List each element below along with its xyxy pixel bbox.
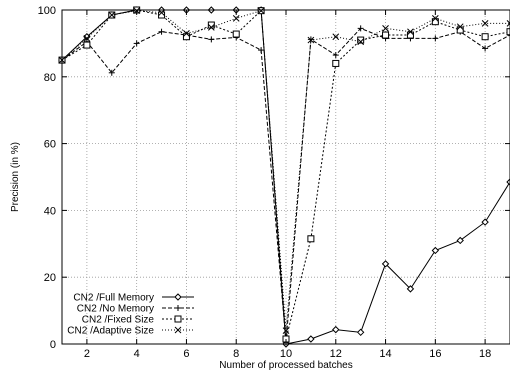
data-point bbox=[332, 325, 340, 334]
data-point bbox=[183, 30, 190, 37]
data-point bbox=[108, 11, 116, 19]
data-point bbox=[431, 18, 439, 26]
legend-item: CN2 /Adaptive Size bbox=[67, 326, 194, 337]
data-point bbox=[307, 335, 315, 343]
data-point bbox=[257, 7, 265, 15]
data-point bbox=[432, 35, 439, 42]
data-point bbox=[356, 328, 365, 337]
legend-item: CN2 /Full Memory bbox=[73, 293, 194, 304]
x-axis-title: Number of processed batches bbox=[219, 360, 352, 371]
data-point bbox=[307, 235, 315, 243]
x-tick-label: 8 bbox=[233, 348, 239, 360]
data-point bbox=[83, 41, 91, 49]
data-point bbox=[332, 52, 339, 59]
legend-item: CN2 /Fixed Size bbox=[82, 315, 194, 326]
data-point bbox=[406, 31, 414, 39]
x-tick-label: 6 bbox=[183, 348, 189, 360]
y-tick-label: 40 bbox=[44, 205, 56, 217]
data-point bbox=[258, 47, 265, 54]
data-point bbox=[357, 38, 365, 46]
data-point bbox=[182, 33, 190, 41]
data-point bbox=[381, 260, 390, 268]
data-point bbox=[481, 33, 489, 41]
data-point bbox=[431, 246, 440, 255]
data-point bbox=[232, 14, 240, 22]
x-tick-label: 18 bbox=[479, 348, 491, 360]
legend-label: CN2 /No Memory bbox=[77, 304, 154, 315]
x-tick-label: 2 bbox=[84, 348, 90, 360]
data-point bbox=[482, 45, 489, 52]
data-point bbox=[506, 28, 510, 36]
data-point bbox=[456, 23, 464, 31]
y-tick-label: 20 bbox=[44, 272, 56, 284]
data-point bbox=[357, 25, 364, 32]
data-point bbox=[431, 14, 439, 22]
data-point bbox=[406, 285, 415, 293]
y-tick-label: 0 bbox=[50, 339, 56, 351]
x-tick-label: 10 bbox=[280, 348, 292, 360]
x-tick-label: 4 bbox=[134, 348, 140, 360]
legend-label: CN2 /Fixed Size bbox=[82, 315, 155, 326]
data-point bbox=[307, 36, 315, 44]
data-point bbox=[456, 236, 464, 245]
data-point bbox=[407, 28, 414, 36]
data-point bbox=[506, 20, 510, 27]
data-point bbox=[158, 9, 165, 17]
data-point bbox=[481, 218, 489, 226]
data-point bbox=[232, 30, 240, 38]
x-tick-label: 16 bbox=[429, 348, 441, 360]
x-tick-label: 14 bbox=[379, 348, 391, 360]
x-tick-label: 12 bbox=[330, 348, 342, 360]
tick-layer: 2 4 6 8 10 12 14 16 18 0 20 40 60 80 100 bbox=[38, 5, 510, 360]
y-tick-label: 100 bbox=[38, 5, 56, 17]
data-point bbox=[158, 28, 165, 35]
legend-label: CN2 /Full Memory bbox=[73, 293, 154, 304]
data-point bbox=[208, 36, 215, 43]
data-point bbox=[207, 24, 215, 31]
data-point bbox=[456, 26, 464, 34]
legend-item: CN2 /No Memory bbox=[77, 304, 194, 315]
legend-marker bbox=[174, 293, 182, 301]
legend-marker bbox=[174, 315, 182, 323]
data-point bbox=[332, 33, 340, 41]
data-point bbox=[133, 40, 140, 47]
y-axis-title: Precision (in %) bbox=[10, 142, 21, 212]
data-point bbox=[506, 178, 510, 186]
data-point bbox=[282, 327, 290, 334]
legend-marker bbox=[174, 326, 182, 334]
legend-marker bbox=[175, 305, 181, 311]
data-point bbox=[481, 20, 489, 27]
y-tick-label: 60 bbox=[44, 139, 56, 151]
data-point bbox=[83, 35, 91, 42]
data-point bbox=[332, 59, 340, 67]
y-tick-label: 80 bbox=[44, 72, 56, 84]
data-point bbox=[382, 25, 389, 32]
legend-label: CN2 /Adaptive Size bbox=[67, 326, 154, 337]
data-point bbox=[382, 31, 390, 39]
data-point bbox=[108, 69, 115, 76]
